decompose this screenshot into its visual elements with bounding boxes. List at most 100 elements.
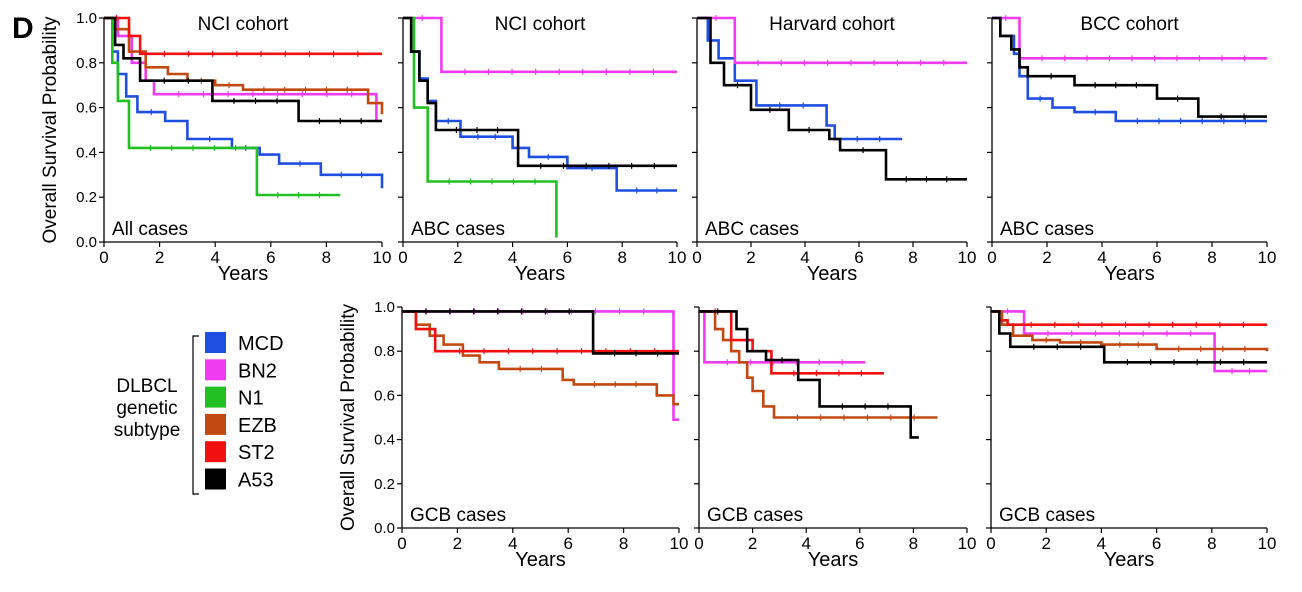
x-tick-label: 4 — [1097, 534, 1106, 553]
legend-label-a53: A53 — [238, 470, 274, 492]
x-tick-label: 8 — [908, 248, 917, 267]
legend-title-line: subtype — [114, 420, 181, 441]
km-curve-a53 — [697, 16, 967, 181]
x-tick-label: 0 — [398, 248, 407, 267]
x-tick-label: 6 — [1152, 534, 1161, 553]
legend-label-bn2: BN2 — [238, 360, 277, 382]
x-tick-label: 4 — [1097, 248, 1106, 267]
x-tick-label: 2 — [155, 248, 164, 267]
km-curve-mcd — [104, 16, 384, 189]
y-tick-label: 0.4 — [76, 144, 97, 161]
legend-title-line: genetic — [116, 398, 177, 419]
x-axis-title: Years — [515, 549, 565, 571]
x-tick-label: 10 — [1258, 534, 1277, 553]
x-tick-label: 6 — [266, 248, 275, 267]
cohort-title: NCI cohort — [198, 14, 290, 35]
y-tick-label: 0.8 — [374, 343, 395, 360]
y-tick-label: 1.0 — [76, 10, 97, 27]
x-tick-label: 4 — [508, 248, 517, 267]
x-tick-label: 4 — [508, 534, 517, 553]
km-panel-4: 0 2 4 6 8 10 Years BCC cohort ABC cases — [987, 14, 1276, 285]
km-curve-ezb — [699, 310, 938, 419]
y-tick-label: 0.6 — [374, 387, 395, 404]
legend-swatch-ezb — [205, 413, 226, 435]
panel-label: D — [12, 12, 34, 45]
y-axis-title: Overall Survival Probability — [40, 16, 61, 244]
km-panel-5: 0.0 0.2 0.4 0.6 0.8 1.0 0 2 4 6 8 10 Years Overall Su… — [338, 299, 688, 571]
x-tick-label: 0 — [99, 248, 108, 267]
km-curve-n1 — [403, 16, 558, 238]
x-tick-label: 8 — [619, 534, 628, 553]
y-tick-label: 0.0 — [374, 520, 395, 537]
km-curve-bn2 — [402, 310, 679, 421]
legend-swatch-a53 — [205, 468, 226, 490]
x-tick-label: 4 — [800, 248, 809, 267]
x-tick-label: 6 — [563, 248, 572, 267]
x-tick-label: 4 — [210, 248, 219, 267]
legend-bracket — [192, 335, 199, 495]
km-curve-n1 — [104, 16, 341, 197]
x-tick-label: 8 — [1207, 534, 1216, 553]
x-tick-label: 10 — [958, 248, 977, 267]
x-tick-label: 0 — [694, 534, 703, 553]
x-tick-label: 6 — [854, 248, 863, 267]
legend-label-mcd: MCD — [238, 333, 284, 355]
km-curve-st2 — [699, 310, 884, 375]
legend-label-st2: ST2 — [238, 442, 275, 464]
legend-swatch-bn2 — [205, 359, 226, 381]
x-tick-label: 6 — [1152, 248, 1161, 267]
legend-swatch-n1 — [205, 386, 226, 408]
case-subset-label: GCB cases — [707, 505, 803, 526]
y-tick-label: 1.0 — [374, 299, 395, 316]
legend-label-n1: N1 — [238, 388, 264, 410]
legend-title-line: DLBCL — [116, 376, 177, 397]
case-subset-label: ABC cases — [1000, 219, 1094, 240]
x-tick-label: 2 — [453, 534, 462, 553]
x-tick-label: 2 — [1042, 248, 1051, 267]
cohort-title: BCC cohort — [1080, 14, 1179, 35]
x-tick-label: 10 — [958, 534, 977, 553]
km-curve-ezb — [402, 310, 679, 406]
km-curve-a53 — [104, 16, 382, 123]
km-curve-a53 — [699, 310, 919, 439]
y-axis-title: Overall Survival Probability — [338, 303, 359, 531]
km-curve-a53 — [402, 310, 679, 355]
x-tick-label: 10 — [668, 248, 687, 267]
y-tick-label: 0.2 — [76, 189, 97, 206]
y-tick-label: 0.4 — [374, 432, 395, 449]
x-tick-label: 0 — [692, 248, 701, 267]
x-axis-title: Years — [807, 263, 857, 285]
x-tick-label: 8 — [1207, 248, 1216, 267]
case-subset-label: All cases — [112, 219, 188, 240]
x-axis-title: Years — [808, 549, 858, 571]
x-tick-label: 6 — [563, 534, 572, 553]
y-tick-label: 0.0 — [76, 234, 97, 251]
cohort-title: Harvard cohort — [769, 14, 895, 35]
x-tick-label: 10 — [670, 534, 689, 553]
x-tick-label: 2 — [453, 248, 462, 267]
x-tick-label: 0 — [986, 534, 995, 553]
km-panel-1: 0.0 0.2 0.4 0.6 0.8 1.0 0 2 4 6 8 10 Years Overall Su… — [40, 10, 391, 285]
x-axis-title: Years — [218, 263, 268, 285]
y-tick-label: 0.2 — [374, 476, 395, 493]
x-tick-label: 2 — [748, 534, 757, 553]
km-panel-2: 0 2 4 6 8 10 Years NCI cohort ABC cases — [398, 14, 686, 285]
km-curve-a53 — [991, 310, 1267, 364]
x-tick-label: 10 — [1258, 248, 1277, 267]
case-subset-label: GCB cases — [410, 505, 506, 526]
km-panel-7: 0 2 4 6 8 10 Years GCB cases — [986, 306, 1277, 571]
km-panel-3: 0 2 4 6 8 10 Years Harvard cohort ABC cases — [692, 14, 976, 285]
km-curve-st2 — [104, 16, 382, 56]
km-curve-st2 — [991, 310, 1267, 326]
x-tick-label: 8 — [617, 248, 626, 267]
x-tick-label: 4 — [801, 534, 810, 553]
km-curve-mcd — [697, 16, 903, 141]
km-curve-a53 — [403, 16, 677, 168]
x-axis-title: Years — [1104, 263, 1154, 285]
kaplan-meier-panels: 0.0 0.2 0.4 0.6 0.8 1.0 0 2 4 6 8 10 Years Overall Su… — [40, 10, 1276, 571]
x-tick-label: 0 — [987, 248, 996, 267]
x-tick-label: 10 — [373, 248, 392, 267]
y-tick-label: 0.6 — [76, 100, 97, 117]
km-panel-6: 0 2 4 6 8 10 Years GCB cases — [694, 306, 977, 571]
